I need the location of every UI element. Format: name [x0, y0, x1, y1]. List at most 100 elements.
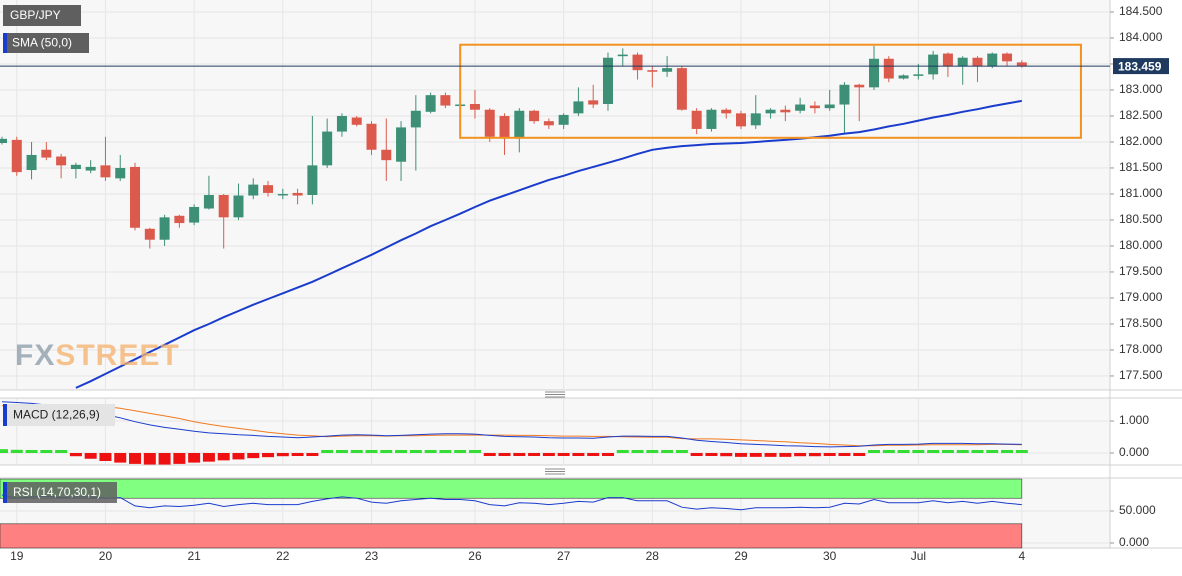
candle-body	[957, 57, 968, 67]
macd-histogram-bar	[173, 453, 186, 464]
macd-histogram-bar	[55, 450, 68, 454]
y-tick-label: 0.000	[1119, 445, 1149, 459]
candle-body	[307, 165, 318, 195]
macd-label-box	[3, 404, 115, 426]
candle-body	[662, 68, 673, 72]
sma-line	[75, 99, 1022, 389]
candle-body	[144, 228, 155, 240]
candle-body	[159, 217, 170, 240]
y-tick-label: 50.000	[1119, 503, 1156, 517]
macd-histogram-bar	[749, 453, 762, 457]
rsi-label: RSI (14,70,30,1)	[13, 485, 101, 499]
resize-handle[interactable]	[545, 468, 565, 475]
legend-label: SMA (50,0)	[12, 36, 72, 50]
candle-body	[396, 127, 407, 162]
macd-histogram-bar	[202, 453, 215, 462]
candle-body	[115, 167, 126, 179]
candle-body	[824, 104, 835, 109]
macd-histogram-bar	[779, 453, 792, 457]
macd-histogram-bar	[129, 453, 142, 464]
macd-histogram-bar	[468, 450, 481, 454]
macd-histogram-bar	[675, 450, 688, 454]
candle-body	[0, 138, 7, 143]
main-panel	[0, 0, 1110, 390]
candle-body	[203, 195, 214, 209]
macd-swatch	[3, 404, 7, 426]
y-tick-label: 1.000	[1119, 413, 1149, 427]
x-tick-label: 23	[365, 549, 379, 563]
x-tick-label: 30	[823, 549, 837, 563]
candle-body	[602, 57, 613, 104]
y-tick-label: 180.500	[1119, 212, 1163, 226]
macd-histogram-bar	[483, 453, 496, 457]
candle-body	[351, 117, 362, 125]
macd-histogram-bar	[380, 450, 393, 454]
macd-histogram-bar	[720, 453, 733, 457]
candle-body	[233, 195, 244, 218]
candle-body	[736, 113, 746, 127]
y-tick-label: 179.000	[1119, 290, 1163, 304]
macd-histogram-bar	[232, 453, 245, 460]
y-tick-label: 180.000	[1119, 238, 1163, 252]
macd-histogram-bar	[424, 450, 437, 454]
macd-histogram-bar	[439, 450, 452, 454]
macd-histogram-bar	[395, 450, 408, 454]
candle-body	[854, 84, 865, 88]
candle-body	[1016, 62, 1027, 67]
candle-body	[277, 193, 288, 196]
y-tick-label: 181.500	[1119, 160, 1163, 174]
x-tick-label: 21	[187, 549, 201, 563]
macd-histogram-bar	[69, 453, 82, 457]
candle-body	[898, 75, 909, 79]
macd-histogram-bar	[794, 453, 807, 457]
x-tick-label: 22	[276, 549, 290, 563]
title-box	[3, 5, 81, 26]
macd-histogram-bar	[513, 453, 526, 457]
candle-body	[130, 166, 141, 228]
x-tick-label: 4	[1018, 549, 1025, 563]
candle-body	[987, 53, 998, 67]
macd-histogram-bar	[616, 450, 629, 454]
macd-histogram-bar	[542, 453, 555, 457]
x-tick-label: 28	[646, 549, 660, 563]
candle-body	[366, 123, 377, 150]
resize-handle[interactable]	[545, 391, 565, 398]
marks	[0, 43, 1110, 549]
candle-body	[1002, 53, 1013, 62]
macd-histogram-bar	[927, 450, 940, 454]
candle-body	[248, 184, 259, 196]
rsi-oversold-band	[0, 523, 1023, 549]
candle-body	[484, 109, 495, 137]
macd-histogram-bar	[1015, 450, 1028, 454]
macd-histogram-bar	[10, 449, 23, 454]
macd-histogram-bar	[365, 450, 378, 454]
y-tick-label: 184.500	[1119, 4, 1163, 18]
candle-body	[189, 206, 200, 223]
macd-histogram-bar	[1001, 450, 1014, 454]
macd-histogram-bar	[587, 453, 600, 457]
candle-body	[263, 185, 274, 193]
candle-body	[381, 149, 392, 161]
candle-body	[573, 101, 584, 114]
candle-body	[174, 215, 185, 224]
candle-body	[514, 110, 525, 139]
y-tick-label: 182.000	[1119, 134, 1163, 148]
macd-histogram-bar	[0, 449, 8, 454]
macd-histogram-bar	[188, 453, 201, 463]
candle-body	[647, 70, 658, 72]
macd-histogram-bar	[764, 453, 777, 457]
x-tick-label: Jul	[911, 549, 926, 563]
macd-histogram-bar	[853, 453, 866, 457]
candle-body	[85, 166, 96, 171]
macd-histogram-bar	[143, 453, 156, 465]
candle-body	[588, 100, 599, 105]
macd-histogram-bar	[40, 450, 53, 454]
macd-histogram-bar	[25, 450, 38, 454]
watermark-prefix: FX	[15, 339, 55, 372]
macd-histogram-bar	[84, 453, 97, 459]
candle-body	[913, 74, 924, 76]
candle-body	[691, 110, 702, 129]
candle-body	[750, 113, 761, 126]
macd-histogram-bar	[838, 453, 851, 457]
